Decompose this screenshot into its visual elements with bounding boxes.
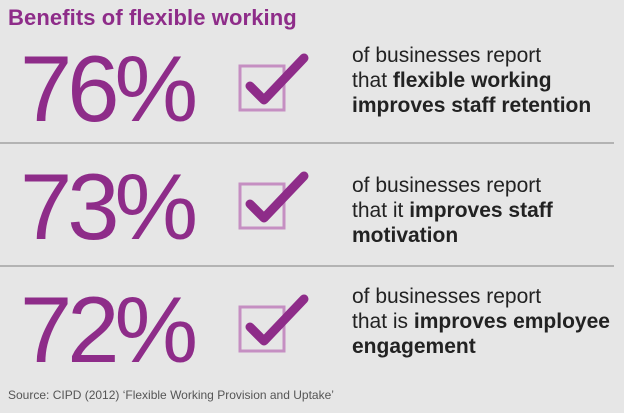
stat-row-motivation: 73% of businesses report that it improve… [0,152,624,259]
desc-line-2: that flexible working [352,69,552,92]
stat-percent: 72% [20,277,198,382]
desc-line-1: of businesses report [352,174,542,197]
stat-percent: 76% [20,36,198,141]
desc-line-2: that is improves employee [352,310,610,333]
page-title: Benefits of flexible working [8,5,297,30]
desc-line-3: engagement [352,335,476,358]
checkbox-check-icon [238,171,309,230]
stat-description: of businesses report that is improves em… [352,284,610,359]
stat-row-engagement: 72% of businesses report that is improve… [0,275,624,382]
desc-line-3: motivation [352,224,459,247]
checkbox-check-icon [238,53,309,112]
divider [0,265,614,267]
divider [0,142,614,144]
stat-row-retention: 76% of businesses report that flexible w… [0,34,624,141]
desc-line-1: of businesses report [352,44,542,67]
desc-line-1: of businesses report [352,285,542,308]
stat-description: of businesses report that flexible worki… [352,43,591,118]
desc-line-3: improves staff retention [352,94,592,117]
stat-description: of businesses report that it improves st… [352,173,553,248]
desc-line-2: that it improves staff [352,199,553,222]
stat-percent: 73% [20,154,198,259]
checkbox-check-icon [238,294,309,353]
source-citation: Source: CIPD (2012) ‘Flexible Working Pr… [8,388,334,402]
